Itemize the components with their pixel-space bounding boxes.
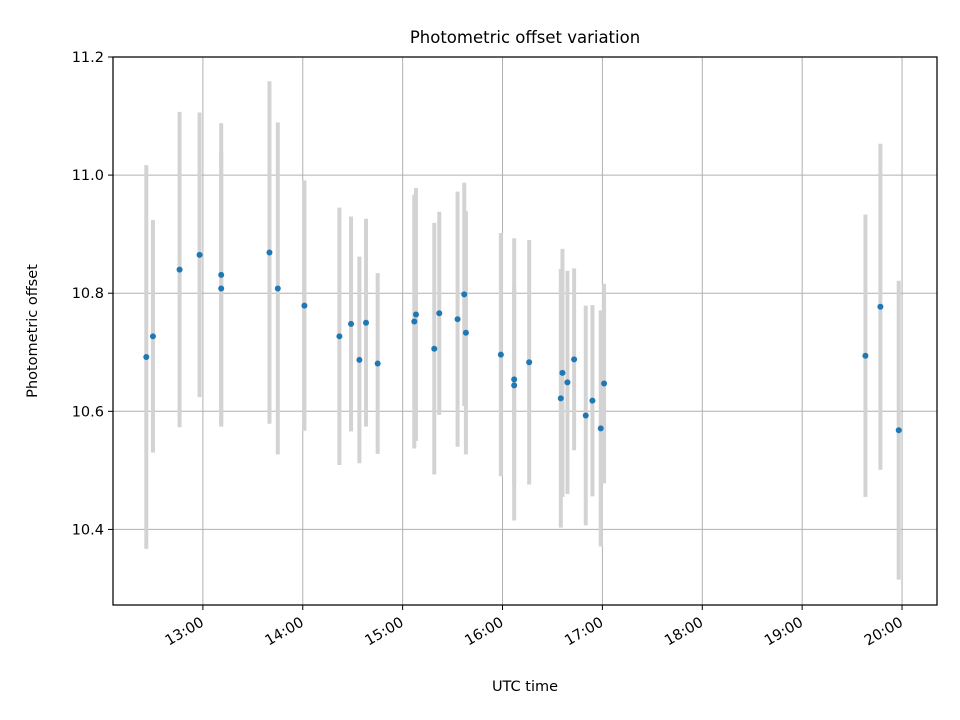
data-point (356, 356, 363, 363)
data-point (582, 412, 589, 419)
data-point (274, 285, 281, 292)
data-point (454, 316, 461, 323)
data-point (363, 319, 370, 326)
data-point (526, 359, 533, 366)
y-tick-label: 10.8 (72, 286, 104, 302)
data-point (301, 302, 308, 309)
data-point (597, 425, 604, 432)
data-point (149, 333, 156, 340)
data-point (557, 395, 564, 402)
plot-frame (112, 56, 938, 606)
data-point (511, 376, 518, 383)
x-axis-label: UTC time (492, 679, 558, 695)
data-point (196, 251, 203, 258)
y-tick-label: 11.0 (72, 168, 104, 184)
y-tick-label: 10.6 (72, 404, 104, 420)
data-point (412, 311, 419, 318)
y-axis-ticks: 10.4 10.6 10.8 11.0 11.2 (72, 50, 113, 538)
data-point (411, 318, 418, 325)
data-point (431, 345, 438, 352)
data-point (461, 291, 468, 298)
data-point (571, 356, 578, 363)
data-point (862, 352, 869, 359)
data-point (895, 427, 902, 434)
data-point (564, 379, 571, 386)
y-tick-label: 11.2 (72, 50, 104, 66)
data-point (877, 303, 884, 310)
data-point (266, 249, 273, 256)
chart-title: Photometric offset variation (410, 28, 640, 47)
data-point (348, 320, 355, 327)
data-point (218, 271, 225, 278)
data-point (218, 285, 225, 292)
data-point (497, 351, 504, 358)
data-point (436, 310, 443, 317)
data-point (559, 369, 566, 376)
data-point (374, 360, 381, 367)
data-point (143, 353, 150, 360)
y-tick-label: 10.4 (72, 522, 104, 538)
data-point (176, 266, 183, 273)
data-points (143, 249, 902, 434)
data-point (589, 397, 596, 404)
data-point (462, 329, 469, 336)
data-point (511, 382, 518, 389)
data-point (336, 333, 343, 340)
data-point (601, 380, 608, 387)
y-axis-label: Photometric offset (25, 264, 41, 398)
